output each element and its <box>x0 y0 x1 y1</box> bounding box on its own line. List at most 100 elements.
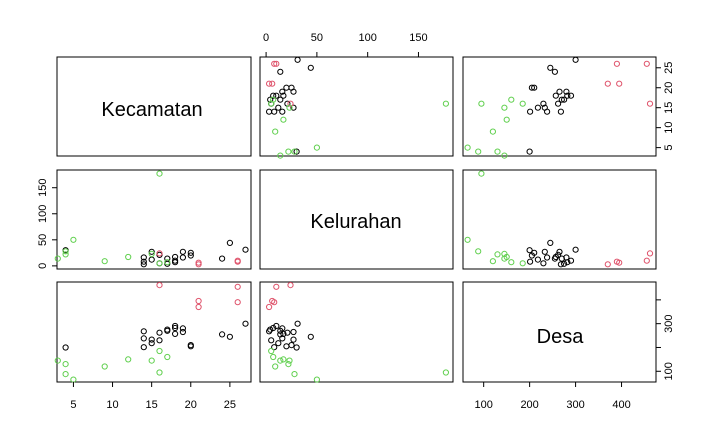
point-1-0-23 <box>195 259 202 266</box>
tick-label-top-kelurahan-0: 0 <box>263 32 269 44</box>
point-0-1-9 <box>280 92 287 99</box>
point-0-1-10 <box>267 96 274 103</box>
point-0-1-34 <box>277 152 284 159</box>
point-1-0-14 <box>148 248 155 255</box>
point-2-1-29 <box>280 356 287 363</box>
point-0-2-11 <box>558 96 565 103</box>
point-2-0-24 <box>156 282 163 289</box>
tick-label-top-kelurahan-3: 150 <box>409 32 427 44</box>
point-2-0-32 <box>62 371 69 378</box>
point-0-1-31 <box>313 144 320 151</box>
point-1-2-32 <box>475 248 482 255</box>
point-2-1-11 <box>277 327 284 334</box>
point-0-2-7 <box>564 92 571 99</box>
point-1-2-33 <box>494 251 501 258</box>
tick-label-right-kecamatan-4: 25 <box>663 62 675 74</box>
point-0-2-10 <box>561 96 568 103</box>
point-0-1-27 <box>268 100 275 107</box>
point-2-1-33 <box>285 361 292 368</box>
point-2-1-16 <box>279 335 286 342</box>
point-1-2-27 <box>519 260 526 267</box>
point-1-2-31 <box>464 236 471 243</box>
point-1-2-10 <box>561 260 568 267</box>
point-1-0-30 <box>101 258 108 265</box>
point-0-1-17 <box>271 108 278 115</box>
point-1-2-16 <box>544 254 551 261</box>
point-0-2-13 <box>540 100 547 107</box>
point-2-0-11 <box>164 327 171 334</box>
point-2-1-32 <box>291 371 298 378</box>
point-0-2-31 <box>464 144 471 151</box>
point-0-1-16 <box>279 108 286 115</box>
point-2-1-13 <box>268 337 275 344</box>
point-0-2-20 <box>613 60 621 67</box>
point-2-0-2 <box>219 331 226 338</box>
point-2-0-20 <box>234 299 241 306</box>
panel-1-1 <box>259 169 454 270</box>
point-2-1-30 <box>272 363 279 370</box>
point-2-0-28 <box>148 357 155 364</box>
point-0-2-25 <box>478 100 485 107</box>
point-2-1-34 <box>277 357 284 364</box>
point-2-1-17 <box>271 344 278 351</box>
tick-label-bottom-desa-0: 100 <box>474 399 492 411</box>
point-2-0-21 <box>234 283 241 290</box>
point-0-2-29 <box>503 116 510 123</box>
tick-label-bottom-kecamatan-1: 10 <box>106 399 118 411</box>
point-1-0-1 <box>226 239 233 246</box>
point-2-1-28 <box>286 357 293 364</box>
panel-1-2 <box>462 169 657 270</box>
point-1-0-27 <box>156 260 163 267</box>
point-2-0-27 <box>156 347 163 355</box>
point-0-1-2 <box>277 68 284 75</box>
point-0-2-24 <box>646 100 654 107</box>
point-2-1-25 <box>442 369 449 376</box>
tick-label-left-kelurahan-3: 150 <box>37 179 49 197</box>
panel-2-1 <box>259 281 454 383</box>
point-1-0-16 <box>140 254 147 261</box>
point-0-1-11 <box>277 96 284 103</box>
point-0-1-28 <box>286 104 293 111</box>
point-2-0-17 <box>140 344 147 351</box>
point-1-0-28 <box>148 250 155 257</box>
point-0-1-4 <box>283 84 290 91</box>
point-2-0-9 <box>172 330 179 337</box>
point-1-0-24 <box>156 250 163 257</box>
point-1-2-13 <box>540 260 547 267</box>
point-2-0-33 <box>62 361 69 368</box>
point-0-1-15 <box>275 104 282 111</box>
point-1-2-8 <box>567 257 575 264</box>
tick-label-right-desa-0: 100 <box>663 362 675 380</box>
point-1-2-18 <box>557 261 565 268</box>
diag-label-kelurahan: Kelurahan <box>310 211 401 233</box>
point-2-0-34 <box>54 357 61 364</box>
point-0-2-19 <box>526 148 533 155</box>
tick-label-top-kelurahan-1: 50 <box>311 32 323 44</box>
point-2-0-8 <box>172 322 179 330</box>
data-points <box>54 56 654 383</box>
point-0-1-6 <box>279 88 286 95</box>
point-2-1-27 <box>268 347 275 355</box>
point-0-1-22 <box>266 80 273 87</box>
tick-label-right-kecamatan-1: 10 <box>663 122 675 134</box>
point-0-1-7 <box>270 92 277 99</box>
point-1-2-0 <box>572 246 579 253</box>
point-0-2-28 <box>501 104 508 111</box>
panel-2-0 <box>56 281 252 383</box>
panel-2-2 <box>462 281 657 383</box>
point-0-1-30 <box>272 128 279 135</box>
point-0-1-14 <box>290 104 297 111</box>
tick-label-right-desa-1: 300 <box>663 314 675 332</box>
point-2-0-12 <box>156 329 163 336</box>
point-1-0-6 <box>179 254 186 261</box>
point-2-0-22 <box>195 303 202 311</box>
point-2-1-19 <box>293 344 300 351</box>
diag-label-desa: Desa <box>537 326 585 348</box>
point-0-1-21 <box>273 60 280 67</box>
point-1-0-5 <box>179 248 186 255</box>
point-2-1-4 <box>283 343 290 350</box>
point-0-1-32 <box>291 148 298 155</box>
point-1-0-8 <box>172 257 179 264</box>
point-2-0-25 <box>156 369 163 376</box>
